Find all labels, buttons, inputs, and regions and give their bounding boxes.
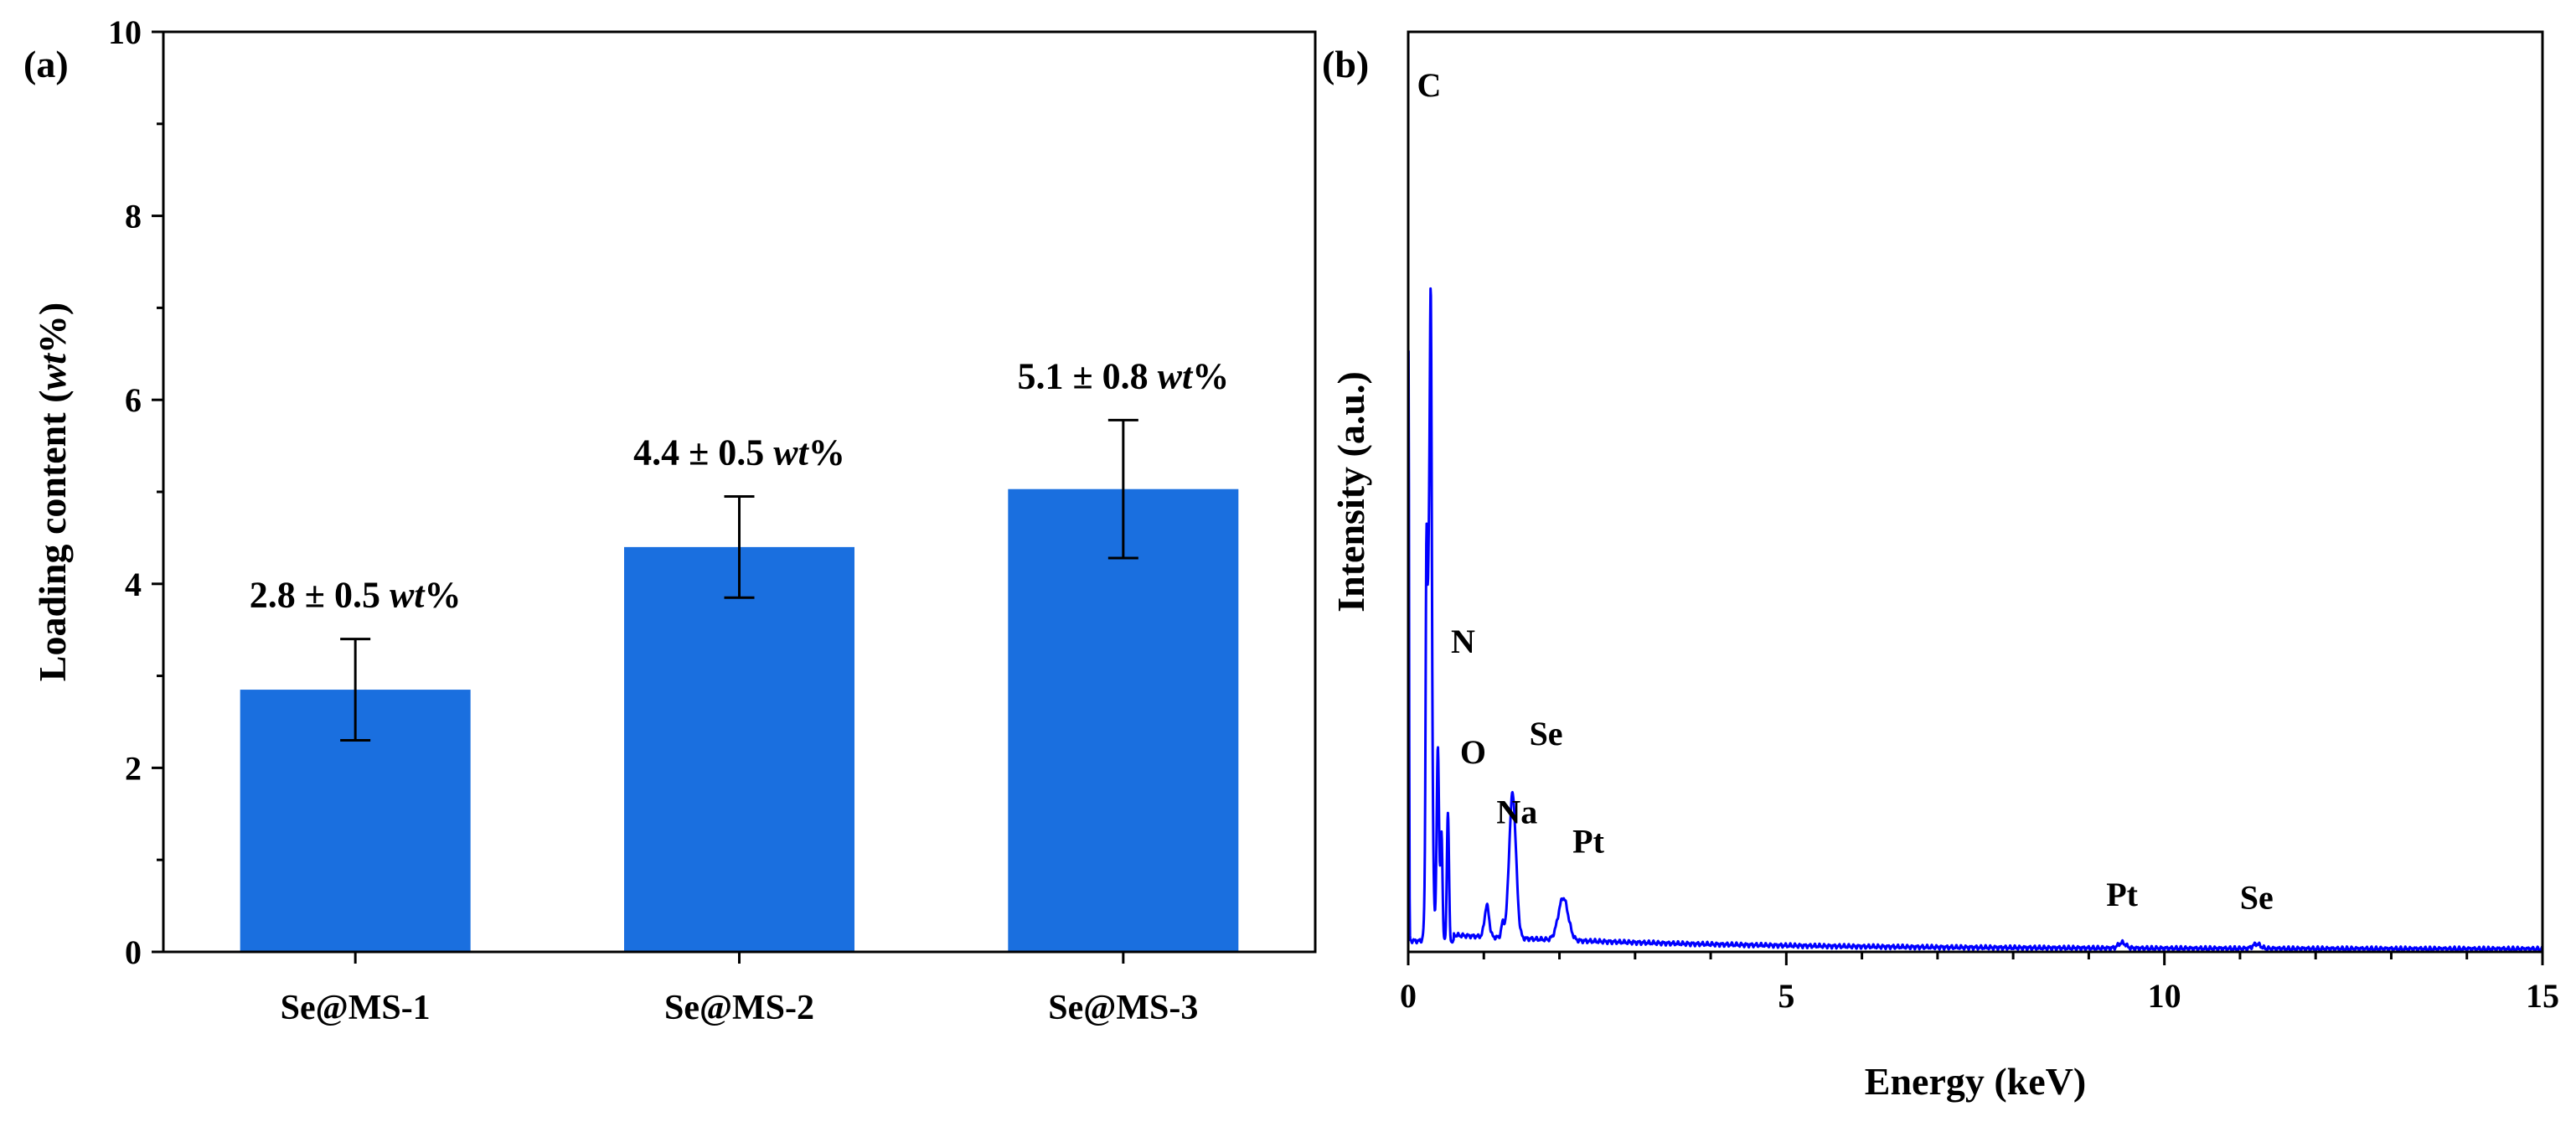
- panel-a-bar-labels: 2.8 ± 0.5 wt% 4.4 ± 0.5 wt% 5.1 ± 0.8 wt%: [250, 355, 1229, 615]
- bar-value-label: 5.1 ± 0.8 wt%: [1017, 355, 1229, 396]
- peak-label: C: [1417, 66, 1442, 104]
- x-tick-label: Se@MS-3: [1048, 989, 1198, 1027]
- panel-a-errorbars: [340, 418, 1138, 742]
- peak-label: O: [1460, 733, 1486, 771]
- peak-label: Pt: [1572, 822, 1604, 860]
- error-bar: [724, 494, 755, 599]
- x-tick-label: 10: [2148, 977, 2181, 1015]
- panel-a-y-ticks: 0 2 4 6 8 10: [108, 13, 163, 971]
- y-tick-label: 0: [125, 933, 142, 971]
- panel-b-spectrum-line: [1407, 287, 2544, 953]
- x-tick-label: Se@MS-2: [664, 989, 814, 1027]
- peak-label: Se: [1530, 715, 1563, 752]
- y-tick-label: 8: [125, 198, 142, 235]
- peak-label: Na: [1496, 793, 1537, 830]
- peak-label: Pt: [2106, 876, 2138, 913]
- bar: [1008, 489, 1239, 952]
- panel-a-y-axis-title: Loading content (wt%): [31, 302, 74, 681]
- x-tick-label: 5: [1778, 977, 1794, 1015]
- bar: [624, 546, 854, 952]
- panel-b-plot-frame: [1407, 30, 2544, 954]
- panel-b-peak-labels: C N O Na Se Pt Pt Se: [1417, 66, 2274, 917]
- error-bar: [1107, 418, 1138, 560]
- panel-b-y-axis-title: Intensity (a.u.): [1329, 371, 1372, 613]
- peak-label: N: [1451, 623, 1475, 660]
- bar-value-label: 4.4 ± 0.5 wt%: [633, 432, 845, 473]
- bar-value-label: 2.8 ± 0.5 wt%: [250, 575, 462, 616]
- x-tick-label: Se@MS-1: [281, 989, 431, 1027]
- panel-b-x-ticks: 0 5 10 15: [1400, 952, 2559, 1015]
- panel-b: (b) C N O Na Se Pt Pt Se 0 5 10 15 Energy (keV) In…: [1322, 30, 2559, 1103]
- panel-b-x-axis-title: Energy (keV): [1865, 1060, 2086, 1103]
- error-bar: [340, 638, 371, 742]
- panel-a-bars: [240, 489, 1239, 952]
- x-tick-label: 15: [2526, 977, 2559, 1015]
- panel-a-label: (a): [23, 43, 69, 85]
- y-tick-label: 6: [125, 381, 142, 419]
- y-tick-label: 2: [125, 749, 142, 787]
- y-tick-label: 4: [125, 566, 142, 603]
- peak-label: Se: [2240, 878, 2274, 916]
- panel-b-label: (b): [1322, 43, 1369, 85]
- panel-a: (a) 2.8 ± 0.5 wt% 4.4 ± 0.5 wt% 5.1 ± 0.8 …: [23, 13, 1317, 1027]
- panel-a-x-ticks: Se@MS-1 Se@MS-2 Se@MS-3: [281, 952, 1198, 1027]
- y-tick-label: 10: [108, 13, 142, 51]
- x-tick-label: 0: [1400, 977, 1417, 1015]
